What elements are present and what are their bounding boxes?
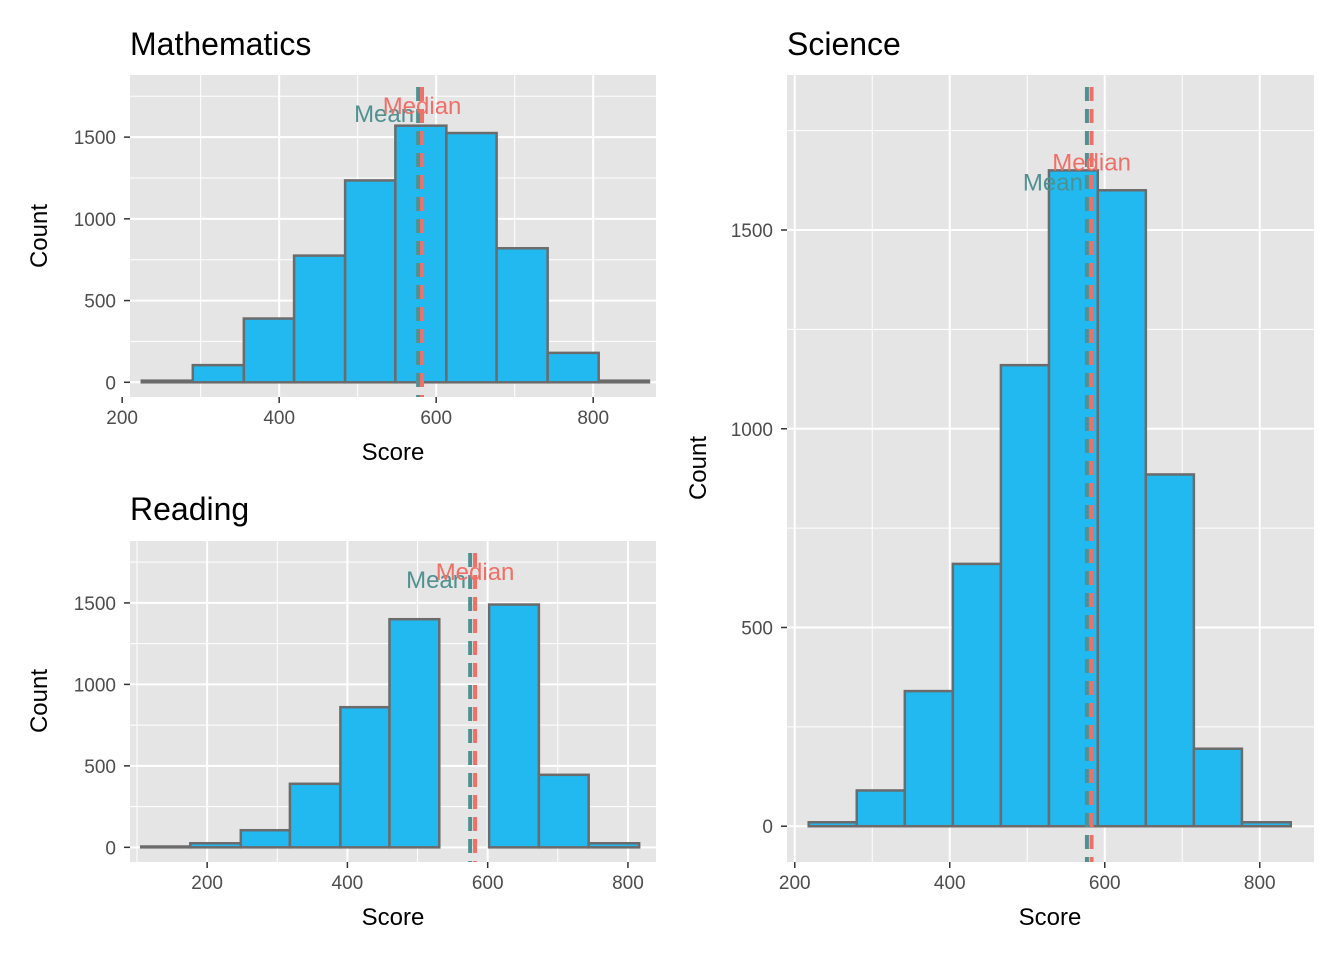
histogram-bar <box>597 379 651 384</box>
chart-title: Mathematics <box>130 26 311 62</box>
histogram-bar <box>495 247 549 384</box>
histogram-bar <box>951 562 1003 828</box>
histogram-bar <box>1096 189 1148 828</box>
histogram-bar <box>388 617 441 849</box>
histogram-bar <box>288 782 342 849</box>
mean-annotation: Mean <box>406 567 466 594</box>
y-axis-title: Count <box>26 669 53 733</box>
histogram-bar <box>445 131 498 384</box>
y-tick-label: 1000 <box>731 420 773 441</box>
x-tick-label: 400 <box>332 873 364 894</box>
x-tick-label: 800 <box>1244 873 1276 894</box>
y-tick-label: 1000 <box>74 675 116 696</box>
histogram-bar <box>903 689 955 828</box>
y-tick-label: 1500 <box>731 221 773 242</box>
histogram-bar <box>855 789 907 828</box>
histogram-bar <box>339 705 391 849</box>
y-tick-label: 500 <box>84 292 116 313</box>
x-axis-title: Score <box>362 439 425 466</box>
histogram-bar <box>1192 747 1244 828</box>
y-tick-label: 1500 <box>74 594 116 615</box>
histogram-bar <box>537 773 590 849</box>
histogram-bar <box>239 828 292 849</box>
chart-title: Science <box>787 26 901 62</box>
x-axis-title: Score <box>362 904 425 931</box>
x-tick-label: 800 <box>577 408 609 429</box>
y-axis-title: Count <box>685 436 712 500</box>
histogram-bar <box>1144 473 1196 828</box>
y-tick-label: 0 <box>105 373 116 394</box>
x-tick-label: 800 <box>612 873 644 894</box>
x-tick-label: 400 <box>263 408 295 429</box>
median-annotation: Median <box>1052 149 1131 176</box>
mean-annotation: Mean <box>354 101 414 128</box>
histogram-bar <box>139 845 192 849</box>
y-tick-label: 1000 <box>74 210 116 231</box>
histogram-bar <box>1240 821 1293 828</box>
histogram-bar <box>242 317 296 384</box>
histogram-bar <box>487 603 541 849</box>
median-annotation: Median <box>436 559 515 586</box>
x-tick-label: 200 <box>779 873 811 894</box>
mean-annotation: Mean <box>1023 169 1083 196</box>
histogram-bar <box>189 842 243 849</box>
x-tick-label: 400 <box>934 873 966 894</box>
histogram-bar <box>140 379 195 384</box>
y-tick-label: 1500 <box>74 128 116 149</box>
x-tick-label: 600 <box>420 408 452 429</box>
y-tick-label: 0 <box>105 838 116 859</box>
histogram-bar <box>807 821 859 828</box>
y-tick-label: 500 <box>84 757 116 778</box>
x-tick-label: 200 <box>191 873 223 894</box>
x-tick-label: 200 <box>106 408 138 429</box>
x-tick-label: 600 <box>472 873 504 894</box>
y-tick-label: 0 <box>762 817 773 838</box>
histogram-bar <box>292 254 347 384</box>
histogram-bar <box>546 351 600 384</box>
histogram-bar <box>587 842 641 849</box>
x-tick-label: 600 <box>1089 873 1121 894</box>
y-tick-label: 500 <box>741 618 773 639</box>
histogram-bar <box>999 363 1051 828</box>
histogram-bar <box>343 179 397 384</box>
chart-title: Reading <box>130 491 249 527</box>
y-axis-title: Count <box>26 204 53 268</box>
histogram-bar <box>191 363 246 384</box>
median-annotation: Median <box>383 93 462 120</box>
x-axis-title: Score <box>1019 904 1082 931</box>
